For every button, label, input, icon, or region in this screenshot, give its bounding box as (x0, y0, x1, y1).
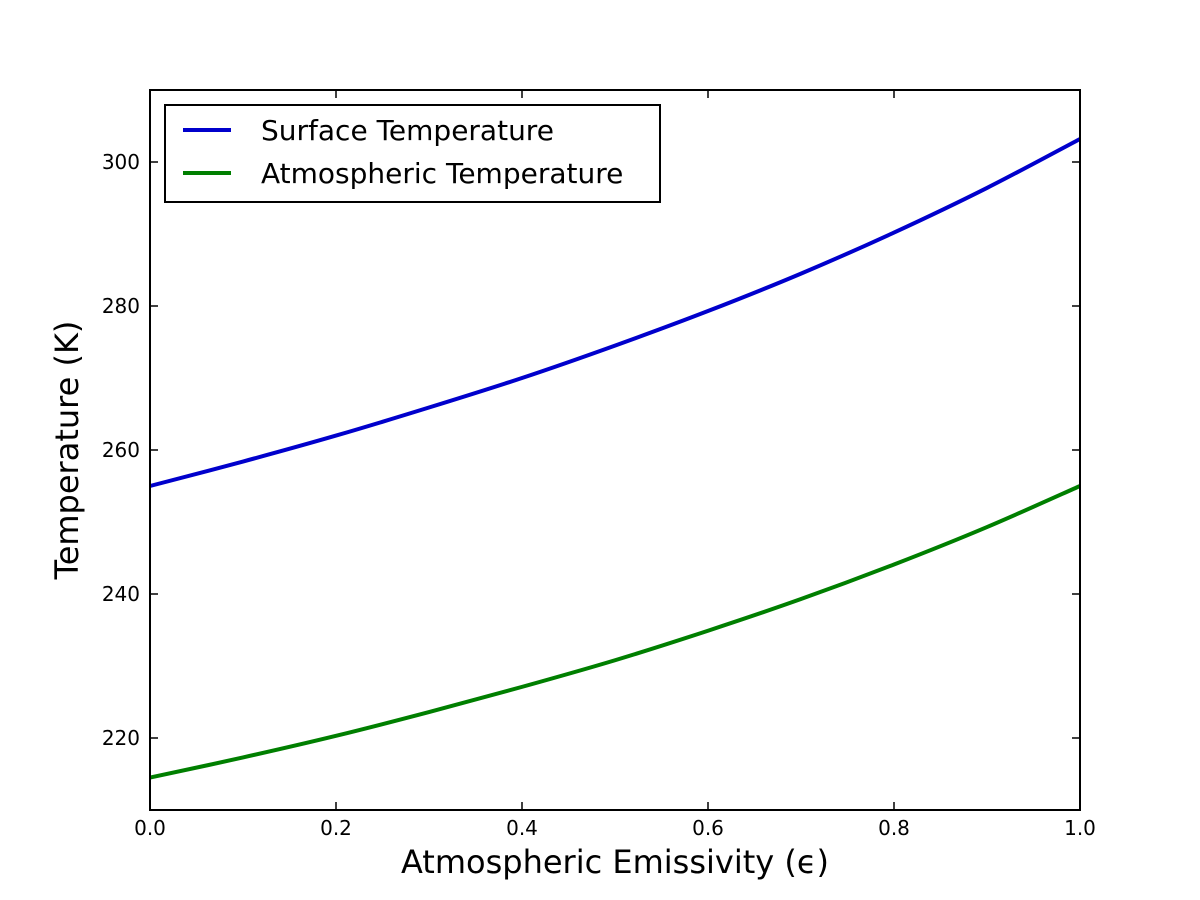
x-tick-label: 0.0 (134, 816, 166, 840)
y-axis-label: Temperature (K) (48, 321, 86, 581)
y-tick-label: 220 (102, 726, 140, 750)
x-tick-label: 0.4 (506, 816, 538, 840)
x-tick-label: 0.2 (320, 816, 352, 840)
legend-label-surface: Surface Temperature (261, 114, 554, 147)
x-axis-label: Atmospheric Emissivity (ϵ) (401, 843, 829, 881)
ticks-layer: 0.0 0.2 0.4 0.6 0.8 1.0 220 240 260 280 300 (102, 90, 1096, 840)
series-line-surface-temperature (149, 137, 1081, 488)
legend: Surface Temperature Atmospheric Temperat… (164, 104, 661, 203)
series-line-atmospheric-temperature (149, 484, 1081, 780)
y-tick-label: 280 (102, 294, 140, 318)
x-tick-label: 0.8 (878, 816, 910, 840)
y-tick-label: 240 (102, 582, 140, 606)
y-tick-label: 300 (102, 150, 140, 174)
legend-label-atmospheric: Atmospheric Temperature (261, 157, 623, 190)
series-layer (149, 137, 1081, 780)
legend-box (164, 104, 661, 203)
y-tick-label: 260 (102, 438, 140, 462)
x-tick-label: 1.0 (1064, 816, 1096, 840)
x-tick-label: 0.6 (692, 816, 724, 840)
